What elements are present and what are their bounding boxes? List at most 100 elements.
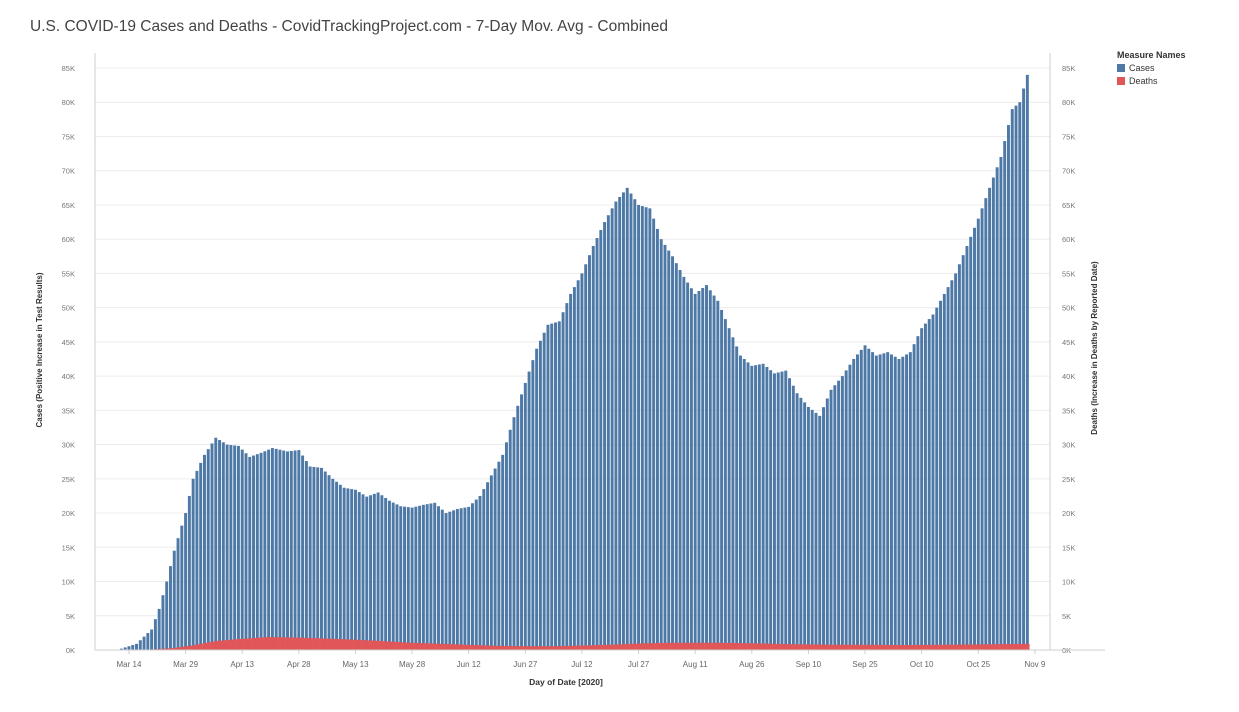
deaths-bar[interactable] [278, 637, 282, 650]
deaths-bar[interactable] [523, 646, 527, 650]
cases-bar[interactable] [690, 288, 693, 650]
cases-bar[interactable] [505, 442, 508, 650]
cases-bar[interactable] [331, 479, 334, 650]
deaths-bar[interactable] [769, 644, 773, 650]
cases-bar[interactable] [456, 509, 459, 650]
deaths-bar[interactable] [440, 644, 444, 650]
cases-bar[interactable] [388, 501, 391, 650]
cases-bar[interactable] [207, 449, 210, 650]
deaths-bar[interactable] [897, 645, 901, 650]
cases-bar[interactable] [169, 566, 172, 650]
deaths-bar[interactable] [210, 642, 214, 650]
deaths-bar[interactable] [289, 638, 293, 650]
cases-bar[interactable] [992, 178, 995, 650]
deaths-bar[interactable] [916, 645, 920, 650]
deaths-bar[interactable] [237, 639, 241, 650]
deaths-bar[interactable] [735, 643, 739, 650]
cases-bar[interactable] [520, 394, 523, 650]
deaths-bar[interactable] [965, 645, 969, 650]
cases-bar[interactable] [320, 468, 323, 650]
deaths-bar[interactable] [380, 641, 384, 650]
deaths-bar[interactable] [391, 642, 395, 650]
deaths-bar[interactable] [508, 646, 512, 650]
cases-bar[interactable] [350, 489, 353, 650]
cases-bar[interactable] [467, 507, 470, 650]
cases-bar[interactable] [482, 489, 485, 650]
cases-bar[interactable] [199, 463, 202, 650]
cases-bar[interactable] [709, 290, 712, 650]
deaths-bar[interactable] [399, 642, 403, 650]
cases-bar[interactable] [418, 506, 421, 650]
cases-bar[interactable] [988, 188, 991, 650]
cases-bar[interactable] [713, 296, 716, 650]
cases-bar[interactable] [426, 504, 429, 650]
cases-bar[interactable] [377, 493, 380, 650]
deaths-bar[interactable] [350, 640, 354, 650]
cases-bar[interactable] [335, 482, 338, 650]
cases-bar[interactable] [962, 255, 965, 650]
cases-bar[interactable] [701, 288, 704, 650]
deaths-bar[interactable] [403, 642, 407, 650]
cases-bar[interactable] [603, 222, 606, 650]
deaths-bar[interactable] [338, 639, 342, 650]
deaths-bar[interactable] [822, 645, 826, 650]
deaths-bar[interactable] [459, 645, 463, 650]
deaths-bar[interactable] [625, 644, 629, 650]
cases-bar[interactable] [864, 345, 867, 650]
deaths-bar[interactable] [576, 646, 580, 650]
cases-bar[interactable] [131, 645, 134, 650]
deaths-bar[interactable] [746, 643, 750, 650]
cases-bar[interactable] [667, 251, 670, 650]
deaths-bar[interactable] [652, 643, 656, 650]
deaths-bar[interactable] [369, 641, 373, 650]
cases-bar[interactable] [222, 442, 225, 650]
cases-bar[interactable] [497, 462, 500, 650]
cases-bar[interactable] [562, 312, 565, 650]
cases-bar[interactable] [939, 301, 942, 650]
cases-bar[interactable] [343, 488, 346, 650]
deaths-bar[interactable] [1003, 644, 1007, 650]
cases-bar[interactable] [143, 637, 146, 650]
cases-bar[interactable] [694, 294, 697, 650]
cases-bar[interactable] [305, 461, 308, 650]
deaths-bar[interactable] [433, 644, 437, 650]
deaths-bar[interactable] [493, 646, 497, 650]
cases-bar[interactable] [509, 430, 512, 650]
deaths-bar[interactable] [690, 643, 694, 650]
cases-bar[interactable] [448, 512, 451, 650]
deaths-bar[interactable] [520, 646, 524, 650]
cases-bar[interactable] [565, 303, 568, 650]
deaths-bar[interactable] [489, 646, 493, 650]
cases-bar[interactable] [584, 264, 587, 650]
cases-bar[interactable] [1018, 102, 1021, 650]
cases-bar[interactable] [411, 508, 414, 650]
deaths-bar[interactable] [1022, 644, 1026, 650]
cases-bar[interactable] [414, 507, 417, 650]
deaths-bar[interactable] [859, 645, 863, 650]
deaths-bar[interactable] [271, 637, 275, 650]
deaths-bar[interactable] [924, 645, 928, 650]
deaths-bar[interactable] [871, 645, 875, 650]
cases-bar[interactable] [781, 372, 784, 650]
deaths-bar[interactable] [535, 646, 539, 650]
deaths-bar[interactable] [618, 644, 622, 650]
deaths-bar[interactable] [954, 645, 958, 650]
cases-bar[interactable] [1026, 75, 1029, 650]
cases-bar[interactable] [875, 356, 878, 650]
cases-bar[interactable] [195, 471, 198, 650]
cases-bar[interactable] [818, 416, 821, 650]
cases-bar[interactable] [203, 455, 206, 650]
cases-bar[interactable] [965, 246, 968, 650]
cases-bar[interactable] [161, 595, 164, 650]
deaths-bar[interactable] [474, 645, 478, 650]
cases-bar[interactable] [1022, 89, 1025, 650]
cases-bar[interactable] [150, 629, 153, 650]
cases-bar[interactable] [346, 488, 349, 650]
deaths-bar[interactable] [244, 639, 248, 650]
cases-bar[interactable] [128, 646, 131, 650]
deaths-bar[interactable] [648, 643, 652, 650]
deaths-bar[interactable] [323, 639, 327, 650]
deaths-bar[interactable] [961, 645, 965, 650]
cases-bar[interactable] [577, 280, 580, 650]
cases-bar[interactable] [486, 482, 489, 650]
